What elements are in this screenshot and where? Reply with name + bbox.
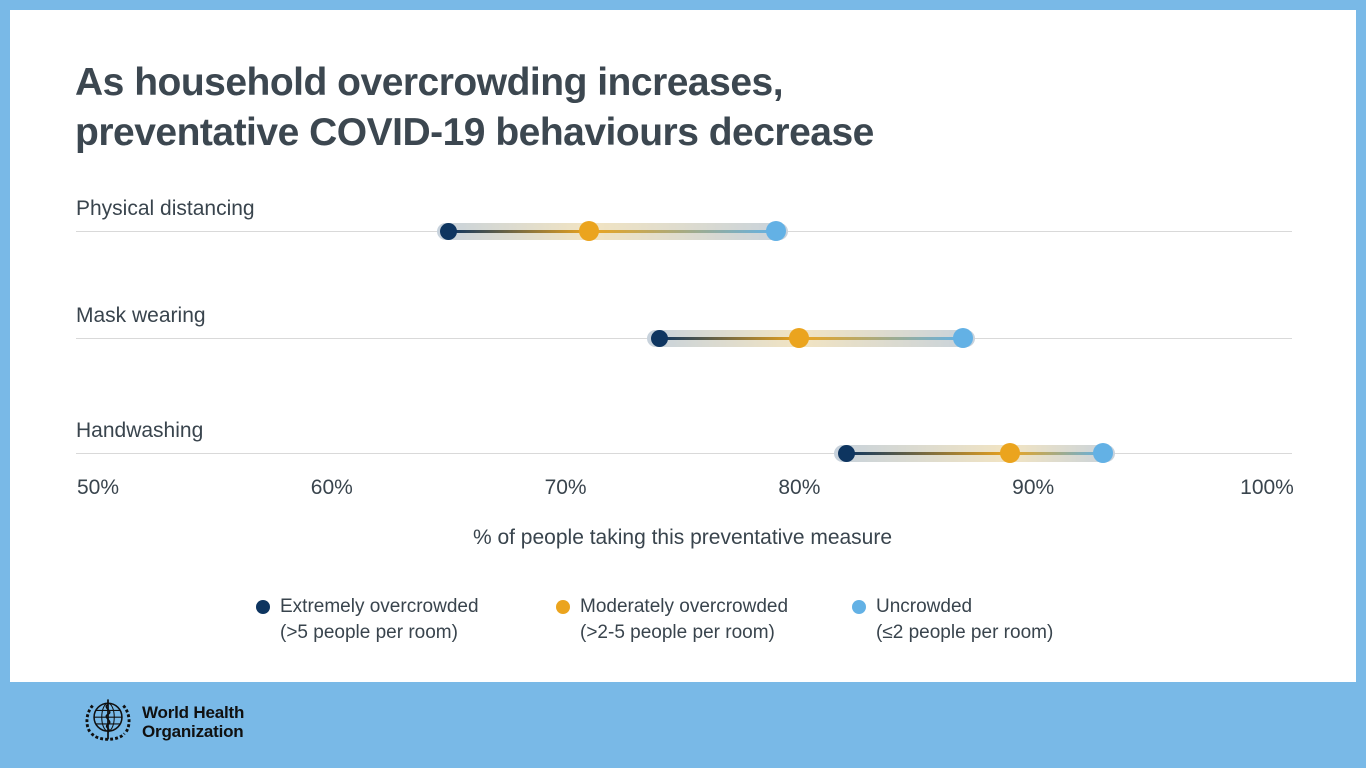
dot-moderately-overcrowded — [578, 221, 599, 241]
legend-sublabel: (≤2 people per room) — [876, 622, 1054, 643]
legend-label: Extremely overcrowded — [280, 596, 479, 617]
x-tick-label: 80% — [778, 476, 821, 499]
legend-sublabel: (>5 people per room) — [280, 622, 458, 643]
dot-moderately-overcrowded — [789, 328, 810, 348]
legend-dot-lightblue-icon — [852, 600, 866, 614]
title-line-2: preventative COVID-19 behaviours decreas… — [75, 111, 874, 154]
x-axis-label: % of people taking this preventative mea… — [472, 526, 893, 549]
legend-item-extremely-overcrowded: Extremely overcrowded (>5 people per roo… — [256, 594, 479, 646]
title-line-1: As household overcrowding increases, — [75, 61, 784, 104]
dumbbell-chart: Physical distancing Mask wearing Handwashi… — [10, 10, 1356, 682]
legend-sublabel: (>2-5 people per room) — [580, 622, 775, 643]
who-wordmark: World Health Organization — [142, 703, 244, 741]
legend-label: Moderately overcrowded — [580, 596, 789, 617]
legend-item-uncrowded: Uncrowded (≤2 people per room) — [852, 594, 1053, 646]
legend-label: Uncrowded — [876, 596, 973, 617]
category-label: Mask wearing — [76, 304, 206, 327]
x-tick-label: 50% — [76, 476, 120, 499]
x-tick-label: 100% — [1240, 476, 1294, 499]
who-wordmark-line-2: Organization — [142, 722, 244, 741]
who-logo-icon — [85, 699, 131, 741]
legend-dot-navy-icon — [256, 600, 270, 614]
category-label: Handwashing — [76, 419, 204, 442]
who-footer: World Health Organization — [83, 696, 244, 748]
dot-uncrowded — [766, 221, 787, 241]
dot-extremely-overcrowded — [837, 444, 855, 462]
dot-moderately-overcrowded — [999, 443, 1020, 463]
row-axis-line — [76, 453, 1292, 454]
connector-line — [659, 336, 964, 340]
x-tick-label: 90% — [1012, 476, 1055, 499]
x-tick-label: 70% — [544, 476, 587, 499]
chart-card: As household overcrowding increases, pre… — [10, 10, 1356, 682]
category-label: Physical distancing — [76, 197, 255, 220]
dot-extremely-overcrowded — [440, 222, 458, 240]
dot-uncrowded — [953, 328, 974, 348]
dot-uncrowded — [1093, 443, 1114, 463]
dot-extremely-overcrowded — [650, 329, 668, 347]
page-title: As household overcrowding increases, pre… — [75, 58, 874, 158]
x-tick-label: 60% — [310, 476, 353, 499]
connector-line — [846, 451, 1104, 455]
who-wordmark-line-1: World Health — [142, 703, 245, 722]
connector-line — [448, 229, 776, 233]
legend-item-moderately-overcrowded: Moderately overcrowded (>2-5 people per … — [556, 594, 788, 646]
legend-dot-orange-icon — [556, 600, 570, 614]
